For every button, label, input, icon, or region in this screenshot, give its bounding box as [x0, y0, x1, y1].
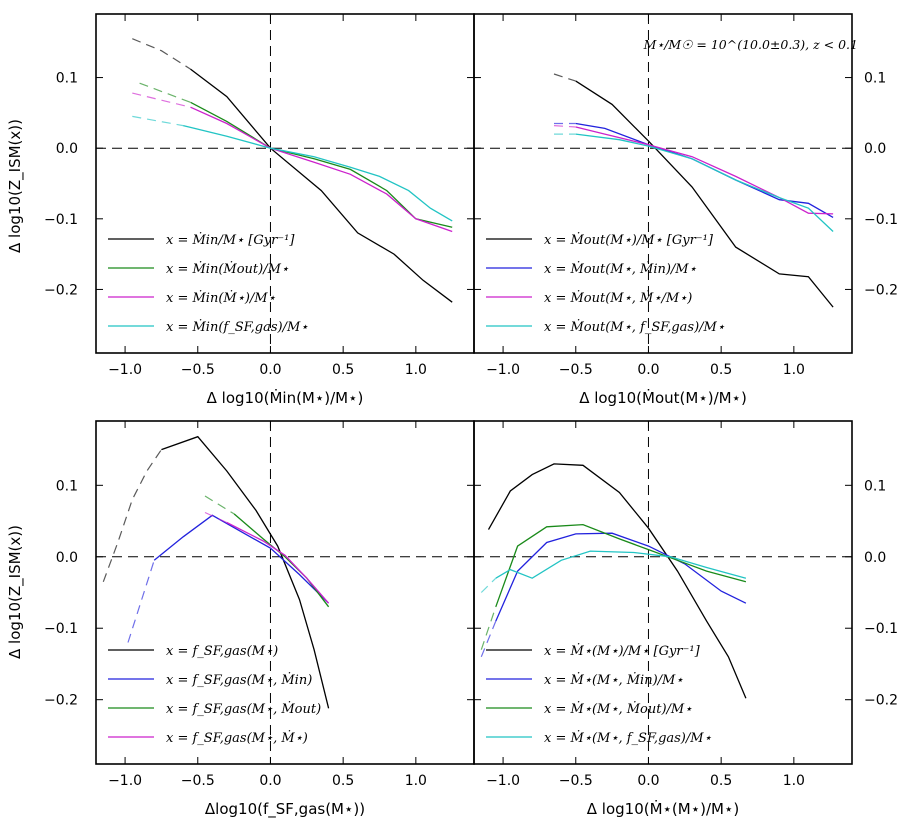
x-tick-label: 1.0: [405, 362, 427, 378]
series-4-line: [575, 133, 834, 232]
series-3-line: [233, 513, 330, 608]
series-3-line: [190, 106, 453, 233]
series-2-line: [153, 514, 330, 604]
y-tick-label: 0.0: [864, 550, 886, 566]
x-tick-label: 0.5: [710, 362, 732, 378]
ylabel-bottom: Δ log10(Z_ISM(x)): [6, 525, 25, 659]
y-tick-label: −0.2: [864, 282, 898, 298]
panel-frame: [473, 420, 853, 765]
legend-entry: x = Ṁout(M⋆, f_SF,gas)/M⋆: [544, 318, 725, 335]
y-tick-label: 0.1: [864, 71, 886, 87]
y-tick-label: 0.0: [56, 550, 78, 566]
series-1-line: [575, 80, 834, 308]
series-2-dashed-line: [127, 560, 155, 643]
series-3-dashed-line: [132, 92, 191, 108]
legend-entry: x = Ṁ⋆(M⋆, f_SF,gas)/M⋆: [544, 729, 712, 746]
series-1-dashed-line: [102, 449, 162, 583]
series-3-line: [575, 126, 834, 215]
y-tick-label: 0.1: [56, 71, 78, 87]
y-tick-label: 0.0: [56, 141, 78, 157]
y-tick-label: 0.1: [56, 478, 78, 494]
legend-entry: x = Ṁout(M⋆)/M⋆ [Gyr⁻¹]: [544, 231, 714, 248]
series-1-dashed-line: [132, 38, 191, 70]
series-1-line: [487, 463, 747, 699]
x-tick-label: 0.5: [332, 773, 354, 789]
series-3-dashed-line: [480, 606, 497, 650]
x-tick-label: 0.0: [259, 773, 281, 789]
x-tick-label: −1.0: [108, 773, 142, 789]
x-tick-label: −1.0: [108, 362, 142, 378]
legend-entry: x = Ṁ⋆(M⋆)/M⋆ [Gyr⁻¹]: [544, 642, 701, 659]
x-axis-label: Δ log10(Ṁin(M⋆)/M⋆): [207, 388, 364, 407]
x-axis-label: Δ log10(Ṁout(M⋆)/M⋆): [579, 388, 747, 407]
series-4-dashed-line: [132, 115, 184, 127]
x-tick-label: 1.0: [405, 773, 427, 789]
y-tick-label: −0.1: [864, 212, 898, 228]
panel-3: −1.0 −0.5 0.0 0.5 1.0 0.1 0.0 −0.1 −0.2 Δlog10(f_…: [44, 420, 475, 819]
series-4-line: [495, 550, 747, 579]
panel-frame: [95, 13, 475, 354]
series-4-dashed-line: [480, 577, 497, 593]
y-tick-label: −0.2: [44, 693, 78, 709]
series-2-line: [495, 532, 747, 622]
series-2-dashed-line: [480, 620, 497, 658]
legend-entry: x = Ṁout(M⋆, Ṁin)/M⋆: [544, 260, 697, 277]
y-tick-label: −0.1: [44, 621, 78, 637]
y-tick-label: −0.1: [864, 621, 898, 637]
series-4-line: [183, 124, 453, 222]
series-4-dashed-line: [204, 511, 228, 524]
y-tick-label: −0.2: [864, 693, 898, 709]
x-tick-label: −0.5: [181, 773, 215, 789]
x-tick-label: −1.0: [486, 362, 520, 378]
legend-entry: x = Ṁin(f_SF,gas)/M⋆: [166, 318, 308, 335]
legend-entry: x = Ṁ⋆(M⋆, Ṁin)/M⋆: [544, 671, 683, 688]
series-1-dashed-line: [553, 73, 576, 82]
legend-entry: x = f_SF,gas(M⋆, Ṁout): [166, 700, 321, 717]
ylabel-top: Δ log10(Z_ISM(x)): [6, 119, 25, 253]
series-3-dashed-line: [204, 495, 235, 515]
x-tick-label: 0.0: [259, 362, 281, 378]
x-tick-label: 1.0: [783, 773, 805, 789]
legend-entry: x = Ṁin(Ṁout)/M⋆: [166, 260, 289, 277]
y-tick-label: −0.2: [44, 282, 78, 298]
x-axis-label: Δlog10(f_SF,gas(M⋆)): [205, 800, 365, 819]
x-axis-label: Δ log10(Ṁ⋆(M⋆)/M⋆): [587, 799, 739, 818]
x-tick-label: 0.0: [637, 362, 659, 378]
series-3-dashed-line: [553, 125, 576, 128]
series-4-line: [226, 521, 330, 604]
y-tick-label: −0.1: [44, 212, 78, 228]
x-tick-label: −0.5: [559, 773, 593, 789]
panel-2: −1.0 −0.5 0.0 0.5 1.0 0.1 0.0 −0.1 −0.2 Δ log10(Ṁ…: [473, 13, 898, 407]
panel-frame: [473, 13, 853, 354]
series-3-line: [495, 523, 747, 608]
legend-entry: x = Ṁout(M⋆, Ṁ⋆/M⋆): [544, 289, 692, 306]
y-tick-label: 0.1: [864, 478, 886, 494]
legend-entry: x = Ṁin(Ṁ⋆)/M⋆: [166, 289, 276, 306]
legend-entry: x = f_SF,gas(M⋆): [166, 644, 278, 659]
x-tick-label: −0.5: [181, 362, 215, 378]
x-tick-label: 0.0: [637, 773, 659, 789]
series-1-line: [161, 435, 330, 709]
x-tick-label: 1.0: [783, 362, 805, 378]
x-tick-label: −1.0: [486, 773, 520, 789]
panel-1: −1.0 −0.5 0.0 0.5 1.0 0.1 0.0 −0.1 −0.2 Δ log10(Ṁ…: [44, 13, 475, 407]
mass-redshift-annotation: M⋆/M☉ = 10^(10.0±0.3), z < 0.1: [643, 37, 858, 52]
x-tick-label: 0.5: [710, 773, 732, 789]
legend-entry: x = f_SF,gas(M⋆, Ṁin): [166, 671, 312, 688]
series-2-dashed-line: [139, 82, 191, 103]
x-tick-label: 0.5: [332, 362, 354, 378]
legend-entry: x = Ṁ⋆(M⋆, Ṁout)/M⋆: [544, 700, 692, 717]
legend-entry: x = Ṁin/M⋆ [Gyr⁻¹]: [166, 231, 295, 248]
series-1-line: [190, 68, 453, 303]
x-tick-label: −0.5: [559, 362, 593, 378]
y-tick-label: 0.0: [864, 141, 886, 157]
legend-entry: x = f_SF,gas(M⋆, Ṁ⋆): [166, 729, 308, 746]
panel-4: −1.0 −0.5 0.0 0.5 1.0 0.1 0.0 −0.1 −0.2 Δ log10(Ṁ…: [473, 420, 898, 818]
